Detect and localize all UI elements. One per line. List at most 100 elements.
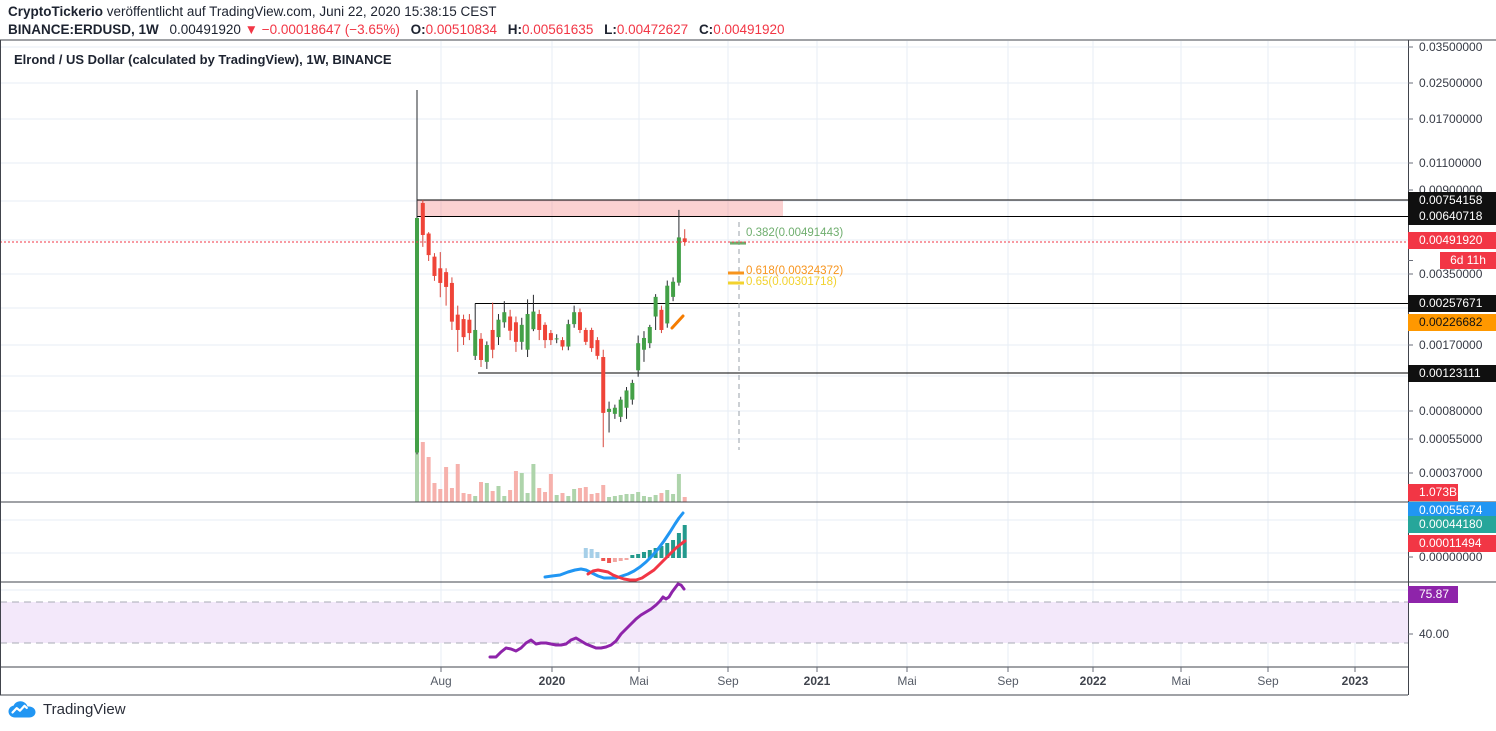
indicator-histogram-bar [665,543,670,558]
volume-bar [659,493,664,502]
time-label: Mai [629,674,649,688]
volume-bar [560,493,565,502]
volume-bar [484,483,489,502]
price-label-tick: 0.01700000 [1419,111,1483,126]
price-label-black: 0.00123111 [1408,364,1496,382]
high-label: H: [507,22,522,37]
candle-body [607,408,612,412]
fib-0382-label[interactable]: 0.382(0.00491443) [746,227,844,239]
volume-bar [665,490,670,502]
volume-bar [566,496,571,502]
candle-body [513,322,518,342]
time-label: Mai [897,674,917,688]
candle-body [671,281,676,297]
low-label: L: [604,22,617,37]
candle-body [548,333,553,341]
volume-bar [624,494,629,502]
volume-bar [641,496,646,502]
volume-bar [577,488,582,502]
candle-body [647,327,652,344]
open-label: O: [410,22,426,37]
time-label: 2023 [1341,674,1369,688]
volume-bar [531,464,536,502]
indicator-histogram-bar [624,558,629,560]
indicator-histogram-bar [583,548,588,558]
volume-bar [583,487,588,502]
volume-bar [513,471,518,502]
rsi-line [488,582,686,659]
open-value: 0.00510834 [425,22,497,37]
price-label-tick: 0.00000000 [1419,549,1483,564]
indicator-histogram-bar [612,558,617,562]
volume-bar [519,473,524,502]
candle-body [420,203,425,235]
candle-body [583,329,588,342]
candle-body [676,237,681,283]
candle-body [595,340,600,356]
price-label-redsmall: 0.00011494 [1408,534,1496,552]
volume-bar [676,474,681,502]
candle-body [461,319,466,338]
attribution-line: CryptoTickerio veröffentlicht auf Tradin… [8,4,497,19]
fib-0618-label[interactable]: 0.618(0.00324372) [746,265,844,277]
candle-body [659,309,664,330]
price-label-black: 0.00754158 [1408,191,1496,209]
candle-body [636,343,641,371]
candle-body [508,316,513,331]
candle-body [449,282,454,322]
indicator-blue-line [543,511,685,580]
tradingview-logo-text: TradingView [43,701,126,718]
price-label-tick: 40.00 [1419,626,1450,641]
price-label-orange: 0.00226682 [1408,314,1496,331]
fib-065-label[interactable]: 0.65(0.00301718) [746,276,837,288]
volume-bar [467,494,472,502]
time-label: Sep [717,674,739,688]
price-label-black: 0.00257671 [1408,295,1496,312]
indicator-histogram-bar [589,549,594,558]
candle-body [682,238,687,242]
volume-bar [548,474,553,502]
candle-body [577,312,582,330]
candle-body [624,390,629,408]
time-label: 2022 [1079,674,1107,688]
price-label-teal: 0.00044180 [1408,515,1496,533]
candle-body [496,319,501,338]
price-label-tick: 0.00055000 [1419,431,1483,446]
volume-bar [432,483,437,502]
volume-bar [473,496,478,502]
candle-body [543,324,548,341]
close-value: 0.00491920 [713,22,785,37]
price-label-red: 0.00491920 [1408,231,1496,249]
indicator-histogram-bar [601,558,606,561]
volume-bar [438,489,443,502]
candle-body [455,314,460,330]
candle-body [653,296,658,317]
author-name: CryptoTickerio [8,4,104,19]
volume-bar [671,494,676,502]
chart-legend-title: Elrond / US Dollar (calculated by Tradin… [14,52,392,67]
candle-body [479,338,484,361]
indicator-red-line [586,539,687,582]
symbol-ohlc-line: BINANCE:ERDUSD, 1W 0.00491920 ▼ −0.00018… [8,22,785,37]
candle-body [601,357,606,413]
candle-body [444,272,449,287]
candle-body [641,337,646,350]
volume-bar [426,457,431,502]
volume-bar [612,496,617,502]
tradingview-logo[interactable]: TradingView [8,701,126,718]
volume-bar [525,493,530,502]
indicator-histogram-bar [647,550,652,558]
high-value: 0.00561635 [522,22,594,37]
tradingview-cloud-icon [8,701,36,718]
volume-bar [647,497,652,502]
volume-bar [415,450,419,502]
candle-body [531,311,536,330]
price-label-tick: 0.00170000 [1419,337,1483,352]
candle-body [519,324,524,342]
volume-bar [455,464,460,502]
time-label: Sep [1257,674,1279,688]
candle-body [630,382,635,400]
indicator-histogram-bar [659,546,664,558]
